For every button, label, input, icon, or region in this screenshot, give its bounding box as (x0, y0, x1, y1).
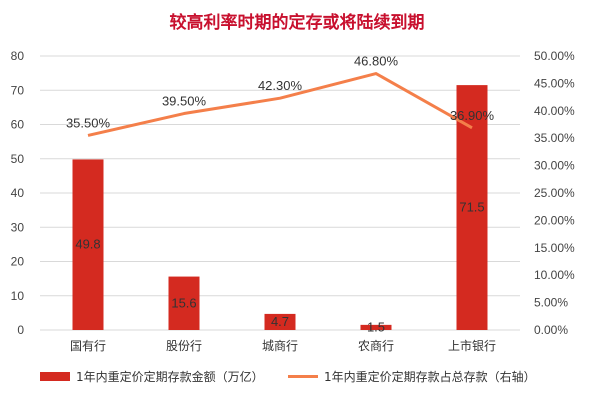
right-tick-label: 0.00% (534, 323, 568, 337)
left-axis: 0 10 20 30 40 50 60 70 80 (11, 49, 25, 337)
left-tick-label: 40 (11, 186, 25, 200)
legend-line-label: 1年内重定价定期存款占总存款（右轴） (324, 369, 536, 384)
line-value-label: 42.30% (258, 78, 303, 93)
bar-value-label: 4.7 (271, 314, 289, 329)
right-tick-label: 10.00% (534, 268, 575, 282)
right-axis: 0.00% 5.00% 10.00% 15.00% 20.00% 25.00% 30.00%… (534, 49, 575, 337)
line-labels: 35.50% 39.50% 42.30% 46.80% 36.90% (66, 54, 495, 131)
line-value-label: 39.50% (162, 94, 207, 109)
right-tick-label: 50.00% (534, 49, 575, 63)
legend: 1年内重定价定期存款金额（万亿） 1年内重定价定期存款占总存款（右轴） (40, 369, 536, 384)
right-tick-label: 15.00% (534, 241, 575, 255)
legend-bar-swatch (40, 372, 70, 381)
right-tick-label: 45.00% (534, 76, 575, 90)
right-tick-label: 40.00% (534, 104, 575, 118)
bar-value-label: 71.5 (459, 200, 484, 215)
bar (456, 85, 488, 330)
left-tick-label: 0 (17, 323, 24, 337)
left-tick-label: 60 (11, 118, 25, 132)
category-label: 股份行 (166, 339, 202, 353)
series-line (87, 72, 473, 137)
bar-value-label: 49.8 (75, 237, 100, 252)
right-tick-label: 25.00% (534, 186, 575, 200)
bar-value-label: 15.6 (171, 295, 196, 310)
line-value-label: 35.50% (66, 115, 111, 130)
category-label: 国有行 (70, 339, 106, 353)
line-value-label: 46.80% (354, 54, 399, 69)
bar-value-label: 1.5 (367, 319, 385, 334)
legend-bar-label: 1年内重定价定期存款金额（万亿） (76, 369, 264, 384)
bar-series (72, 85, 488, 330)
left-tick-label: 70 (11, 83, 25, 97)
category-label: 城商行 (262, 338, 298, 353)
grid (40, 55, 520, 331)
category-axis: 国有行 股份行 城商行 农商行 上市银行 (70, 338, 496, 353)
left-tick-label: 50 (11, 152, 25, 166)
left-tick-label: 30 (11, 220, 25, 234)
left-tick-label: 80 (11, 49, 25, 63)
right-tick-label: 30.00% (534, 159, 575, 173)
chart-title: 较高利率时期的定存或将陆续到期 (170, 12, 425, 33)
bar (72, 159, 104, 330)
left-tick-label: 20 (11, 255, 25, 269)
bar-labels: 49.8 15.6 4.7 1.5 71.5 (75, 200, 484, 335)
line-value-label: 36.90% (450, 108, 495, 123)
right-tick-label: 20.00% (534, 213, 575, 227)
left-tick-label: 10 (11, 289, 25, 303)
line-series (87, 72, 473, 137)
right-tick-label: 5.00% (534, 296, 568, 310)
bar (360, 324, 392, 330)
bar (168, 276, 200, 330)
bar (264, 313, 296, 330)
category-label: 上市银行 (448, 338, 496, 353)
category-label: 农商行 (358, 338, 394, 353)
right-tick-label: 35.00% (534, 131, 575, 145)
